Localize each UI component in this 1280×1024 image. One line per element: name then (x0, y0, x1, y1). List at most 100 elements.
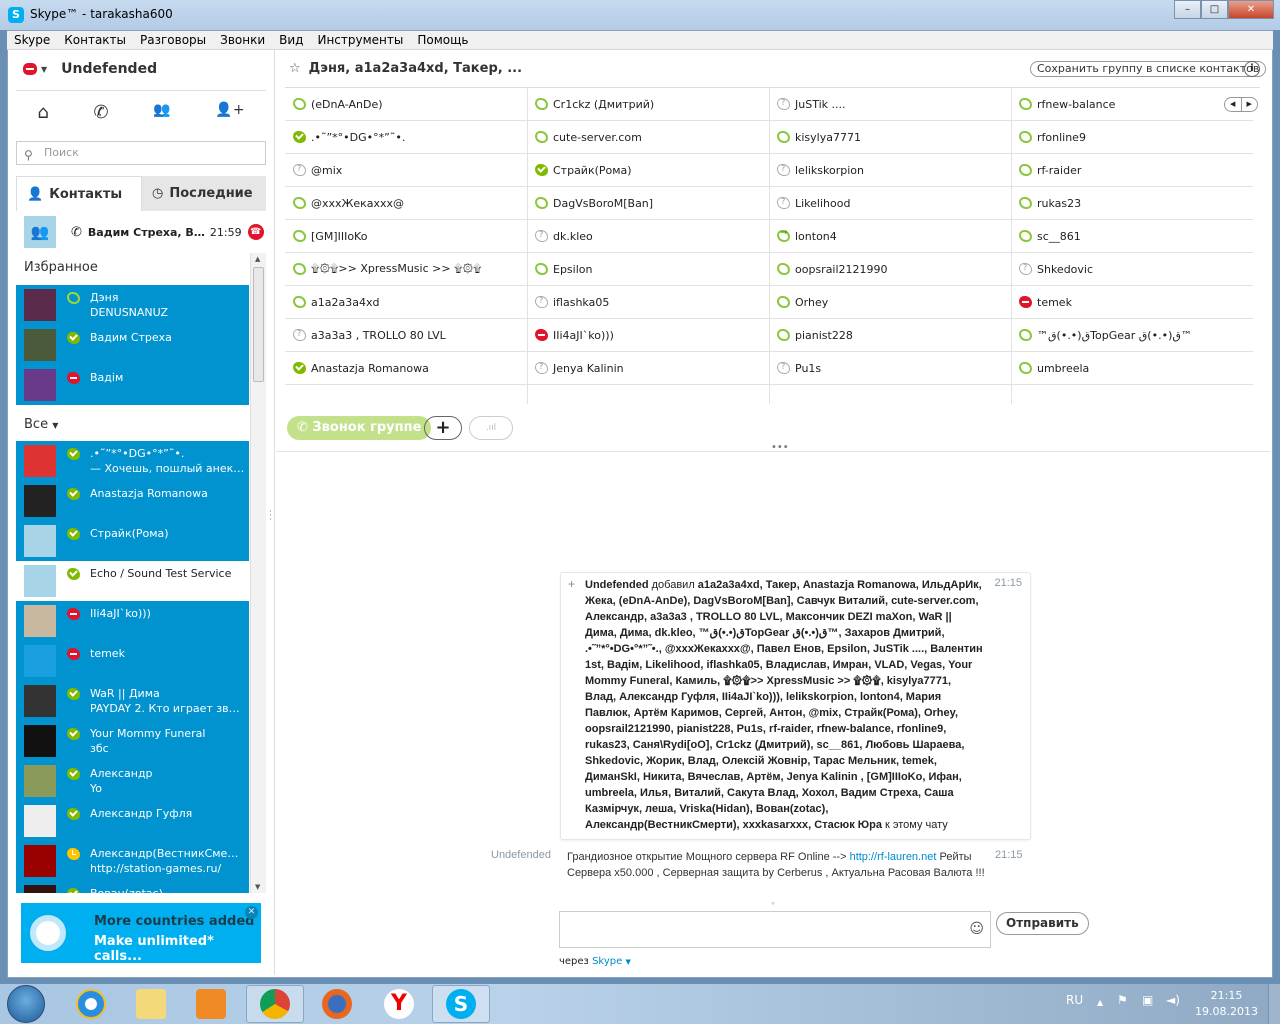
menu-contacts[interactable]: Контакты (64, 33, 127, 47)
send-button[interactable]: Отправить (996, 912, 1089, 935)
participant-item[interactable]: a3a3a3 , TROLLO 80 LVL (285, 319, 527, 352)
call-quality-button[interactable]: .ııl (469, 416, 513, 440)
resize-handle[interactable]: · · · (269, 507, 272, 525)
participant-item[interactable]: kisylya7771 (769, 121, 1011, 154)
contact-list-item[interactable]: temek (16, 641, 249, 681)
taskbar-explorer[interactable] (122, 985, 180, 1023)
promo-banner[interactable]: More countries added Make unlimited* cal… (21, 903, 261, 964)
participant-item[interactable]: rf-raider (1011, 154, 1253, 187)
participant-item[interactable]: @mix (285, 154, 527, 187)
splitter-handle[interactable]: ••• (771, 442, 789, 453)
minimize-button[interactable]: – (1174, 0, 1201, 19)
menu-calls[interactable]: Звонки (220, 33, 266, 47)
maximize-button[interactable]: □ (1201, 0, 1228, 19)
participant-item[interactable]: [GM]IIIoKo (285, 220, 527, 253)
participant-item[interactable]: ™ق(•.•)قTopGear ق(•.•)ق™ (1011, 319, 1253, 352)
scroll-up-arrow[interactable]: ▲ (255, 255, 261, 263)
contact-list-item[interactable]: IIi4aJI`ko))) (16, 601, 249, 641)
participant-item[interactable]: umbreela (1011, 352, 1253, 385)
contact-list-item[interactable]: Echo / Sound Test Service (16, 561, 249, 601)
participant-item[interactable]: a1a2a3a4xd (285, 286, 527, 319)
participant-item[interactable]: lelikskorpion (769, 154, 1011, 187)
participant-item[interactable]: temek (1011, 286, 1253, 319)
taskbar-chrome[interactable] (246, 985, 304, 1023)
message-sender[interactable]: Undefended (585, 579, 649, 591)
scrollbar[interactable]: ▲ ▼ (250, 253, 266, 893)
home-icon[interactable]: ⌂ (37, 102, 49, 123)
participant-item[interactable]: Likelihood (769, 187, 1011, 220)
tray-expand-icon[interactable]: ▲ (1097, 998, 1104, 1007)
contact-list-item[interactable]: Вадим Стреха (16, 325, 249, 365)
search-input[interactable]: ⚲ Поиск (16, 141, 266, 165)
star-icon[interactable]: ☆ (289, 61, 301, 76)
clock[interactable]: 21:15 19.08.2013 (1195, 988, 1258, 1020)
participant-item[interactable]: sc__861 (1011, 220, 1253, 253)
start-button[interactable] (7, 985, 45, 1023)
scroll-down-arrow[interactable]: ▼ (255, 883, 261, 891)
participant-item[interactable]: Cr1ckz (Дмитрий) (527, 88, 769, 121)
via-service-dropdown[interactable]: Skype (592, 956, 623, 967)
group-icon[interactable]: 👥 (153, 102, 171, 118)
participant-item[interactable]: @xxxЖекаxxx@ (285, 187, 527, 220)
participant-item[interactable]: Anastazja Romanowa (285, 352, 527, 385)
scrollbar-thumb[interactable] (253, 267, 264, 382)
participant-item[interactable]: .•˜”*°•DG•°*”˜•. (285, 121, 527, 154)
menu-tools[interactable]: Инструменты (317, 33, 404, 47)
save-group-button[interactable]: Сохранить группу в списке контактов (1030, 61, 1267, 77)
contact-list-item[interactable]: Вован(zotac) (16, 881, 249, 893)
contact-list[interactable]: Избранное Все ▼ ▲ ▼ Дэня DENUSNANUZ Вадим … (16, 253, 266, 893)
participant-item[interactable]: cute-server.com (527, 121, 769, 154)
contact-list-item[interactable]: Страйк(Рома) (16, 521, 249, 561)
message-link[interactable]: http://rf-lauren.net (849, 851, 937, 863)
contact-list-item[interactable]: WaR || Дима PAYDAY 2. Кто играет звон... (16, 681, 249, 721)
participant-item[interactable]: rfonline9 (1011, 121, 1253, 154)
volume-icon[interactable]: ◄) (1166, 993, 1180, 1007)
taskbar-yandex[interactable]: Y (370, 985, 428, 1023)
dnd-status-icon[interactable] (23, 63, 37, 75)
participant-item[interactable]: (eDnA-AnDe) (285, 88, 527, 121)
participant-item[interactable]: Pu1s (769, 352, 1011, 385)
hang-up-icon[interactable]: ☎ (247, 224, 264, 240)
chevron-down-icon[interactable]: ▼ (625, 958, 631, 966)
chevron-down-icon[interactable]: ▼ (41, 64, 48, 74)
all-contacts-filter[interactable]: Все ▼ (24, 417, 58, 432)
add-participant-button[interactable]: + (424, 416, 462, 440)
menu-conversations[interactable]: Разговоры (140, 33, 207, 47)
taskbar-media-player[interactable] (182, 985, 240, 1023)
panel-divider[interactable] (274, 50, 275, 975)
profile-status[interactable]: ▼ Undefended (23, 61, 157, 77)
participant-item[interactable]: oopsrail2121990 (769, 253, 1011, 286)
menu-view[interactable]: Вид (279, 33, 304, 47)
language-indicator[interactable]: RU (1066, 993, 1084, 1007)
action-center-flag-icon[interactable]: ⚑ (1117, 993, 1128, 1007)
participant-item[interactable]: rukas23 (1011, 187, 1253, 220)
participant-item[interactable]: rfnew-balance (1011, 88, 1253, 121)
participant-item[interactable]: Jenya Kalinin (527, 352, 769, 385)
participant-item[interactable]: IIi4aJI`ko))) (527, 319, 769, 352)
menu-help[interactable]: Помощь (417, 33, 469, 47)
profile-name[interactable]: Undefended (61, 61, 158, 77)
participant-item[interactable]: pianist228 (769, 319, 1011, 352)
tab-contacts[interactable]: 👤 Контакты (16, 176, 142, 211)
prev-page-icon[interactable]: ◀ (1225, 98, 1242, 111)
info-icon[interactable]: i (1244, 61, 1260, 77)
contact-list-item[interactable]: Anastazja Romanowa (16, 481, 249, 521)
contact-list-item[interactable]: Вадім (16, 365, 249, 405)
taskbar-firefox[interactable] (308, 985, 366, 1023)
contact-list-item[interactable]: Александр Yo (16, 761, 249, 801)
participant-item[interactable]: Shkedovic (1011, 253, 1253, 286)
contact-list-item[interactable]: Дэня DENUSNANUZ (16, 285, 249, 325)
participant-item[interactable]: Orhey (769, 286, 1011, 319)
call-group-button[interactable]: ✆ Звонок группе (287, 416, 432, 440)
emoticon-icon[interactable]: ☺ (969, 921, 984, 937)
menu-skype[interactable]: Skype (14, 33, 51, 47)
plus-icon[interactable]: + (568, 577, 576, 591)
participant-item[interactable]: ۩۞۩>> XpressMusic >> ۩۞۩ (285, 253, 527, 286)
participant-item[interactable]: iflashka05 (527, 286, 769, 319)
message-input[interactable]: ☺ (559, 911, 991, 948)
participant-item[interactable]: Epsilon (527, 253, 769, 286)
show-desktop-button[interactable] (1268, 984, 1280, 1024)
participants-pager[interactable]: ◀ ▶ (1224, 97, 1258, 112)
active-call-item[interactable]: 👥 ✆ Вадим Стреха, Ва... 21:59 ☎ (16, 212, 266, 252)
contact-list-item[interactable]: .•˜”*°•DG•°*”˜•. — Хочешь, пошлый анекдо.… (16, 441, 249, 481)
